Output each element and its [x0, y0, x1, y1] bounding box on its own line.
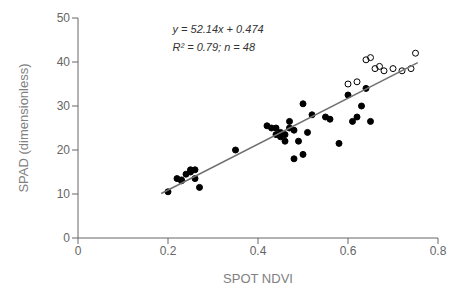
svg-text:R² = 0.79; n = 48: R² = 0.79; n = 48: [173, 41, 256, 53]
svg-text:SPAD (dimensionless): SPAD (dimensionless): [16, 63, 31, 192]
svg-text:SPOT NDVI: SPOT NDVI: [223, 271, 293, 286]
svg-text:0.2: 0.2: [160, 244, 177, 258]
svg-text:0: 0: [63, 231, 70, 245]
svg-text:0.8: 0.8: [430, 244, 447, 258]
svg-text:30: 30: [57, 99, 71, 113]
svg-text:20: 20: [57, 143, 71, 157]
svg-text:0: 0: [75, 244, 82, 258]
svg-text:40: 40: [57, 55, 71, 69]
svg-text:0.6: 0.6: [340, 244, 357, 258]
svg-text:y = 52.14x + 0.474: y = 52.14x + 0.474: [172, 23, 264, 35]
svg-text:50: 50: [57, 11, 71, 25]
svg-text:0.4: 0.4: [250, 244, 267, 258]
svg-text:10: 10: [57, 187, 71, 201]
